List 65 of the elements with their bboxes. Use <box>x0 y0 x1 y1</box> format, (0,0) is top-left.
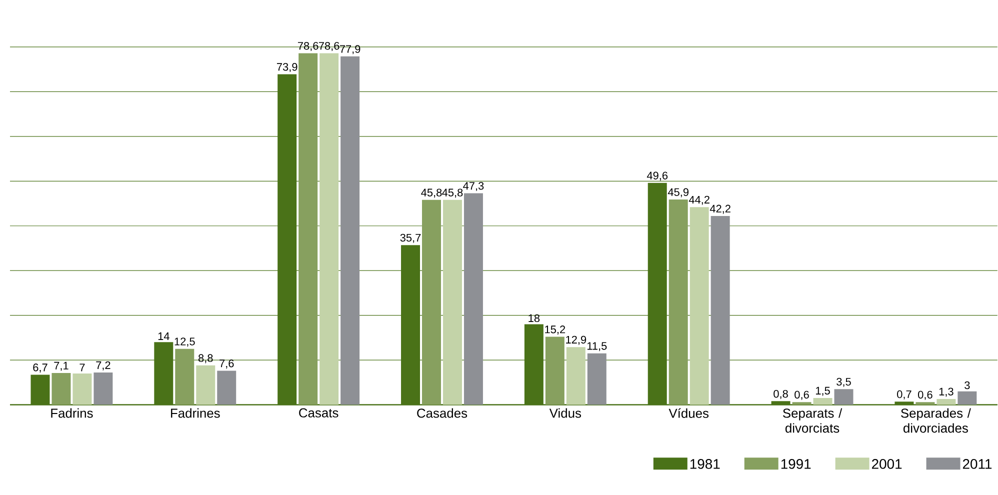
bar <box>792 402 812 405</box>
data-label: 0,8 <box>774 390 788 400</box>
x-tick-label: Fadrines <box>171 408 220 418</box>
data-label: 1,5 <box>816 387 830 396</box>
data-label: 14 <box>158 332 170 340</box>
data-label: 0,6 <box>794 390 809 400</box>
bar <box>936 399 956 405</box>
x-tick-label: Fadrins <box>51 408 93 418</box>
bar <box>916 402 935 405</box>
bar <box>690 207 709 405</box>
data-label: 47,3 <box>463 182 484 192</box>
bar <box>196 366 216 405</box>
bar <box>958 391 977 405</box>
legend-label: 2011 <box>962 459 992 470</box>
data-label: 35,7 <box>400 234 421 244</box>
legend-label: 1981 <box>690 459 720 470</box>
data-label: 0,6 <box>918 390 932 400</box>
data-label: 45,9 <box>668 188 688 198</box>
data-label: 42,2 <box>710 204 730 214</box>
data-label: 7,2 <box>96 361 110 371</box>
data-label: 15,2 <box>545 326 566 335</box>
data-label: 45,8 <box>421 188 442 198</box>
bar <box>442 200 462 405</box>
bar <box>545 336 564 405</box>
bar <box>710 216 730 405</box>
bar <box>298 53 318 405</box>
x-tick-label: Casats <box>299 408 338 418</box>
data-label: 45,8 <box>442 188 463 198</box>
data-label: 0,7 <box>897 390 912 400</box>
legend-label: 2001 <box>872 459 902 470</box>
bar <box>320 53 339 405</box>
x-tick-label: Vidus <box>549 408 582 418</box>
data-label: 12,9 <box>566 336 586 346</box>
data-label: 73,9 <box>276 63 298 72</box>
data-label: 7,6 <box>220 360 234 369</box>
x-tick-label: Separats / divorciats <box>783 408 842 433</box>
data-label: 3,5 <box>836 378 851 388</box>
bar <box>72 374 92 405</box>
bar <box>94 372 113 405</box>
bar <box>217 370 236 405</box>
data-label: 49,6 <box>646 172 668 181</box>
bar <box>175 348 194 405</box>
data-label: 3 <box>964 382 970 390</box>
data-label: 7 <box>80 364 85 372</box>
bar <box>464 193 483 405</box>
bar <box>422 200 441 405</box>
x-tick-label: Vídues <box>668 408 709 418</box>
bar <box>566 347 586 405</box>
data-label: 7,1 <box>54 362 68 371</box>
data-label: 6,7 <box>33 364 48 373</box>
data-label: 11,5 <box>587 342 607 352</box>
data-label: 1,3 <box>939 388 954 397</box>
legend-label: 1991 <box>781 459 811 470</box>
bar <box>834 389 854 405</box>
bar <box>668 200 688 405</box>
bar <box>813 398 832 405</box>
data-label: 77,9 <box>340 45 360 54</box>
data-label: 44,2 <box>688 196 710 206</box>
data-label: 12,5 <box>174 338 195 347</box>
bar <box>52 373 71 405</box>
x-tick-label: Separades / divorciades <box>901 408 971 433</box>
bar <box>587 353 606 405</box>
data-label: 18 <box>528 314 540 322</box>
x-tick-label: Casades <box>417 408 468 418</box>
bar <box>340 56 360 405</box>
